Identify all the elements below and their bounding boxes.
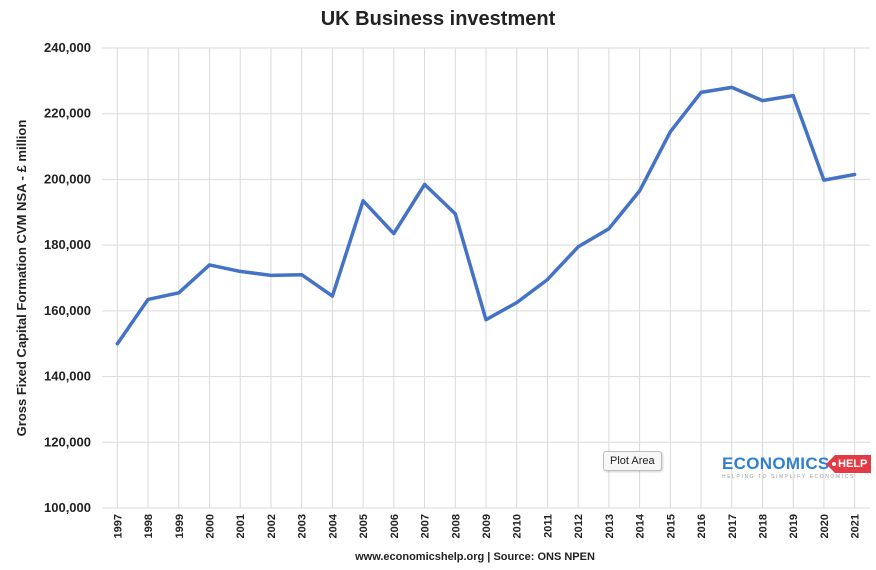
- x-tick-label: 2011: [542, 514, 554, 538]
- data-point: [269, 273, 273, 277]
- x-tick-label: 2004: [327, 513, 339, 538]
- x-tick-label: 2017: [727, 514, 739, 538]
- x-tick-label: 2021: [850, 514, 862, 538]
- y-tick-label: 200,000: [44, 171, 91, 186]
- x-tick-label: 2009: [481, 514, 493, 538]
- plot-area-tooltip: Plot Area: [603, 451, 662, 471]
- data-point: [545, 278, 549, 282]
- logo-main-text: ECONOMICS: [722, 454, 830, 473]
- data-point: [115, 342, 119, 346]
- x-tick-labels: 1997 1998 1999 2000 2001 2002 2003 2004 2005 2006…: [112, 513, 861, 538]
- data-point: [699, 90, 703, 94]
- data-point: [300, 273, 304, 277]
- x-tick-label: 2001: [235, 514, 247, 538]
- data-point: [238, 269, 242, 273]
- x-tick-label: 2019: [788, 514, 800, 538]
- y-tick-labels: 100,000 120,000 140,000 160,000 180,000 200,0…: [44, 40, 91, 515]
- x-tick-label: 2015: [665, 514, 677, 538]
- chart-title: UK Business investment: [321, 8, 556, 30]
- logo-tag-text: HELP: [838, 458, 868, 470]
- data-point: [146, 297, 150, 301]
- data-point: [177, 291, 181, 295]
- data-point: [760, 99, 764, 103]
- y-tick-label: 140,000: [44, 369, 91, 384]
- x-tick-label: 2010: [512, 514, 524, 538]
- data-point: [423, 182, 427, 186]
- y-tick-label: 180,000: [44, 237, 91, 252]
- x-tick-label: 2003: [297, 514, 309, 538]
- data-point: [361, 199, 365, 203]
- x-tick-label: 1998: [143, 514, 155, 538]
- y-tick-label: 160,000: [44, 303, 91, 318]
- y-tick-label: 120,000: [44, 434, 91, 449]
- data-point: [607, 227, 611, 231]
- data-point: [392, 232, 396, 236]
- data-point: [453, 212, 457, 216]
- x-tick-label: 2000: [205, 514, 217, 538]
- data-point: [638, 189, 642, 193]
- data-point: [484, 318, 488, 322]
- x-tick-label: 2008: [450, 514, 462, 538]
- data-point: [208, 263, 212, 267]
- data-point: [576, 245, 580, 249]
- economicshelp-logo: ECONOMICS HELP HELPING TO SIMPLIFY ECONO…: [722, 454, 872, 484]
- x-tick-label: 1999: [174, 514, 186, 538]
- data-point: [668, 130, 672, 134]
- y-tick-label: 240,000: [44, 40, 91, 55]
- data-point: [330, 294, 334, 298]
- series-group: [115, 85, 857, 346]
- logo-tag-hole: [832, 462, 836, 466]
- x-tick-label: 2012: [573, 514, 585, 538]
- data-point: [853, 173, 857, 176]
- data-point: [515, 301, 519, 305]
- data-point: [791, 94, 795, 98]
- x-tick-label: 2016: [696, 514, 708, 538]
- x-tick-label: 2018: [757, 514, 769, 538]
- logo-tag: HELP: [826, 455, 872, 473]
- logo-subtitle: HELPING TO SIMPLIFY ECONOMICS: [722, 474, 855, 480]
- grid: [102, 47, 870, 509]
- x-tick-label: 2014: [635, 513, 647, 538]
- y-axis-label: Gross Fixed Capital Formation CVM NSA - …: [14, 120, 29, 437]
- x-tick-label: 2005: [358, 514, 370, 538]
- x-tick-label: 2013: [604, 514, 616, 538]
- x-tick-label: 1997: [112, 514, 124, 538]
- data-point: [730, 85, 734, 89]
- x-tick-label: 2002: [266, 514, 278, 538]
- y-tick-label: 220,000: [44, 106, 91, 121]
- x-tick-label: 2020: [819, 514, 831, 538]
- x-tick-label: 2006: [389, 514, 401, 538]
- x-tick-label: 2007: [420, 514, 432, 538]
- data-point: [822, 178, 826, 182]
- y-tick-label: 100,000: [44, 500, 91, 515]
- source-footer: www.economicshelp.org | Source: ONS NPEN: [354, 551, 595, 563]
